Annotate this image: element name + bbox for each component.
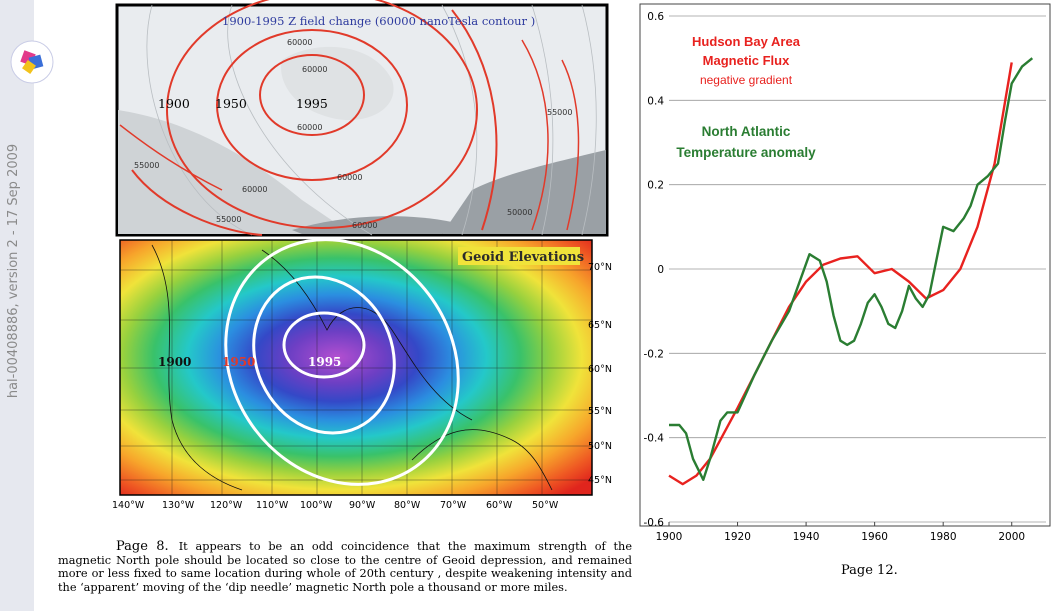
contour-label: 60000 bbox=[287, 38, 312, 47]
lon-label: 130°W bbox=[162, 500, 195, 510]
lon-label: 120°W bbox=[210, 500, 243, 510]
contour-label: 60000 bbox=[302, 65, 327, 74]
contour-label: 55000 bbox=[134, 161, 159, 170]
contour-label: 55000 bbox=[547, 108, 572, 117]
figure-caption: Page 8. It appears to be an odd coinciden… bbox=[58, 540, 632, 594]
hal-sidebar: hal-00408886, version 2 - 17 Sep 2009 bbox=[0, 0, 54, 611]
chart-annotation: Magnetic Flux bbox=[703, 53, 790, 68]
lon-label: 140°W bbox=[112, 500, 145, 510]
temperature-series-line bbox=[669, 57, 1034, 481]
magnetic-field-map: 60000 60000 60000 60000 60000 60000 5500… bbox=[115, 0, 609, 237]
caption-label: Page 8. bbox=[116, 539, 169, 554]
lon-label: 80°W bbox=[394, 500, 421, 510]
year-label-1900: 1900 bbox=[158, 96, 190, 111]
lon-label: 110°W bbox=[256, 500, 289, 510]
contour-label: 60000 bbox=[337, 173, 362, 182]
y-tick-label: 0.2 bbox=[647, 180, 664, 192]
top-map-title: 1900-1995 Z field change (60000 nanoTesl… bbox=[222, 14, 535, 28]
contour-label: 60000 bbox=[352, 221, 377, 230]
lon-label: 90°W bbox=[349, 500, 376, 510]
figure-8-maps: 60000 60000 60000 60000 60000 60000 5500… bbox=[112, 0, 612, 510]
y-tick-label: 0.6 bbox=[647, 11, 664, 23]
chart-annotation: negative gradient bbox=[700, 73, 793, 87]
x-tick-label: 1920 bbox=[724, 531, 751, 543]
contour-label: 50000 bbox=[507, 208, 532, 217]
x-tick-label: 1960 bbox=[861, 531, 888, 543]
geoid-title: Geoid Elevations bbox=[462, 250, 584, 265]
x-tick-label: 1900 bbox=[656, 531, 683, 543]
lat-label-right: 50°N bbox=[588, 441, 612, 452]
x-tick-label: 1980 bbox=[930, 531, 957, 543]
year-label-1950: 1950 bbox=[215, 96, 247, 111]
page-12-label: Page 12. bbox=[841, 563, 898, 578]
lat-label-right: 55°N bbox=[588, 406, 612, 417]
lon-label: 60°W bbox=[486, 500, 513, 510]
hal-logo-icon bbox=[10, 40, 54, 84]
chart-annotation: North Atlantic bbox=[702, 124, 791, 139]
lon-label: 100°W bbox=[300, 500, 333, 510]
geoid-year-1950: 1950 bbox=[222, 355, 255, 369]
y-tick-label: 0.4 bbox=[647, 95, 664, 107]
lat-label-right: 60°N bbox=[588, 364, 612, 375]
x-tick-label: 2000 bbox=[998, 531, 1025, 543]
contour-label: 60000 bbox=[297, 123, 322, 132]
contour-label: 55000 bbox=[216, 215, 241, 224]
lat-label-right: 70°N bbox=[588, 262, 612, 273]
y-tick-label: -0.4 bbox=[644, 433, 665, 445]
lon-label: 70°W bbox=[440, 500, 467, 510]
temperature-flux-chart: 0.6 0.4 0.2 0 -0.2 -0.4 -0.6 1900 1920 1940 1960 1… bbox=[639, 3, 1051, 543]
chart-annotation: Temperature anomaly bbox=[676, 145, 816, 160]
archive-id-text: hal-00408886, version 2 - 17 Sep 2009 bbox=[6, 143, 21, 399]
x-tick-label: 1940 bbox=[793, 531, 820, 543]
geoid-map: Geoid Elevations 1900 1950 1995 70°N 65°… bbox=[112, 238, 612, 510]
lon-label: 50°W bbox=[532, 500, 559, 510]
geoid-year-1995: 1995 bbox=[308, 355, 341, 369]
y-tick-label: -0.6 bbox=[644, 517, 665, 529]
y-tick-label: 0 bbox=[657, 264, 664, 276]
y-tick-label: -0.2 bbox=[644, 348, 665, 360]
flux-series-line bbox=[668, 62, 1013, 486]
geoid-year-1900: 1900 bbox=[158, 355, 191, 369]
lat-label-right: 65°N bbox=[588, 320, 612, 331]
chart-annotation: Hudson Bay Area bbox=[692, 34, 801, 49]
lat-label-right: 45°N bbox=[588, 475, 612, 486]
contour-label: 60000 bbox=[242, 185, 267, 194]
caption-text: It appears to be an odd coincidence that… bbox=[58, 540, 632, 594]
year-label-1995: 1995 bbox=[296, 96, 328, 111]
